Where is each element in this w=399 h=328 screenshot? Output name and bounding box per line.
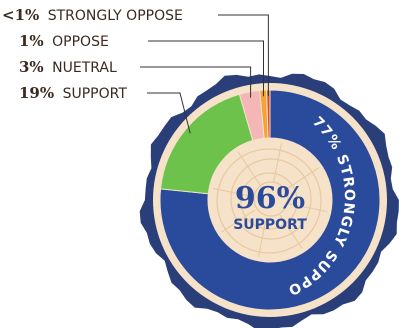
callout-label: SUPPORT [63, 86, 128, 102]
leader-line-support [147, 92, 191, 134]
ring-crack [273, 143, 283, 183]
ring-line [216, 148, 322, 254]
leader-lines [140, 14, 269, 134]
svg-text:3% NUETRAL: 3% NUETRAL [19, 58, 117, 76]
callout-label: OPPOSE [52, 34, 109, 50]
callout-support: 19% SUPPORT [19, 84, 127, 102]
slice-strongly-support [159, 89, 381, 311]
ring-crack [287, 203, 327, 213]
svg-text:1% OPPOSE: 1% OPPOSE [19, 32, 109, 50]
ring-line [240, 172, 298, 230]
donut-segments [159, 89, 381, 311]
leader-line-nuetral [140, 66, 252, 98]
ring-crack [279, 214, 303, 249]
ring-crack [213, 187, 253, 197]
center-value: 96% [235, 181, 305, 216]
callout-nuetral: 3% NUETRAL [19, 58, 117, 76]
ring-crack [237, 151, 261, 186]
ring-core [209, 139, 331, 261]
svg-text:19% SUPPORT: 19% SUPPORT [19, 84, 127, 102]
ring-crack [221, 209, 256, 233]
callout-pct: 1% [19, 32, 44, 50]
callout-label: NUETRAL [52, 60, 117, 76]
leader-line-oppose [148, 40, 265, 97]
ring-crack [257, 217, 267, 257]
leader-line-strongly-oppose [218, 14, 269, 97]
callout-pct: <1% [2, 6, 39, 24]
callout-oppose: 1% OPPOSE [19, 32, 109, 50]
callout-pct: 3% [19, 58, 44, 76]
svg-text:<1% STRONGLY OPPOSE: <1% STRONGLY OPPOSE [2, 6, 183, 24]
callout-pct: 19% [19, 84, 54, 102]
callout-strongly-oppose: <1% STRONGLY OPPOSE [2, 6, 183, 24]
tree-rings [209, 139, 331, 261]
ring-line [253, 181, 289, 217]
slice-strongly-oppose [266, 89, 271, 139]
center-label: SUPPORT [233, 217, 307, 233]
ring-line [230, 158, 312, 240]
callout-label: STRONGLY OPPOSE [48, 8, 183, 24]
ring-crack [284, 167, 319, 191]
